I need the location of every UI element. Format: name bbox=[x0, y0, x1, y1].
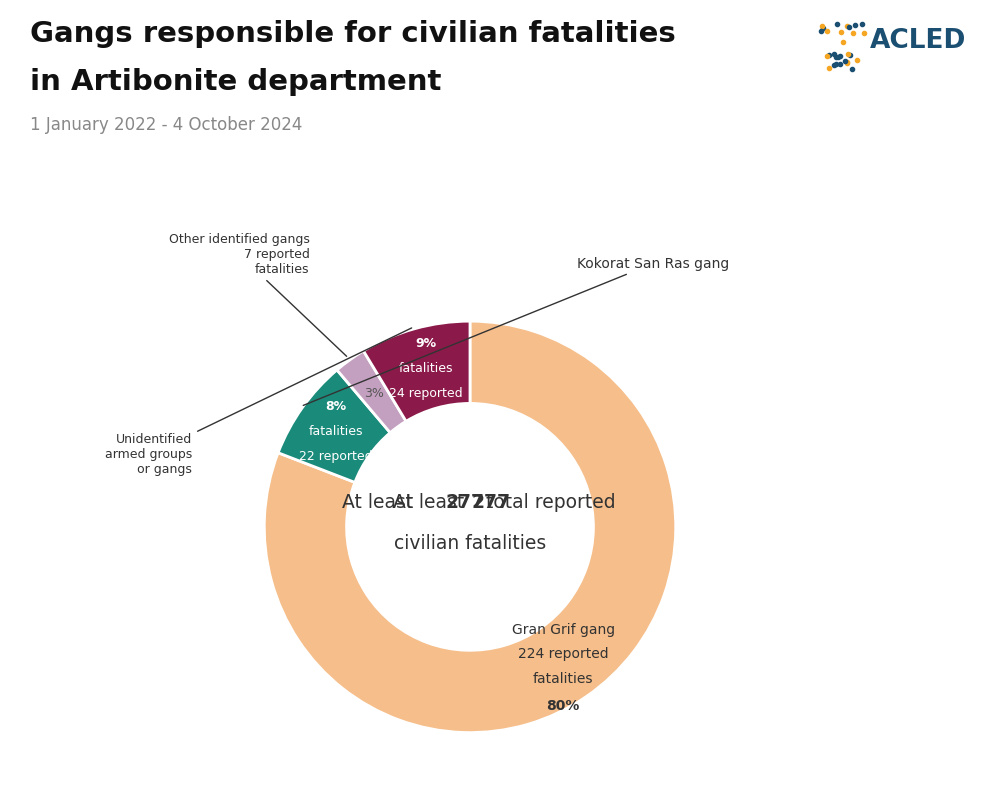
Text: Gran Grif gang: Gran Grif gang bbox=[512, 622, 615, 637]
Text: in Artibonite department: in Artibonite department bbox=[30, 68, 441, 96]
Text: 22 reported: 22 reported bbox=[299, 450, 373, 462]
Text: 277: 277 bbox=[445, 493, 484, 512]
Text: ACLED: ACLED bbox=[870, 28, 966, 54]
Wedge shape bbox=[264, 321, 676, 733]
Text: 1 January 2022 - 4 October 2024: 1 January 2022 - 4 October 2024 bbox=[30, 116, 302, 134]
Text: 9%: 9% bbox=[415, 337, 436, 350]
Wedge shape bbox=[337, 351, 406, 433]
Wedge shape bbox=[278, 370, 390, 482]
Wedge shape bbox=[363, 321, 470, 422]
Text: Gangs responsible for civilian fatalities: Gangs responsible for civilian fatalitie… bbox=[30, 20, 676, 48]
Text: 8%: 8% bbox=[325, 400, 346, 414]
Text: civilian fatalities: civilian fatalities bbox=[394, 534, 546, 553]
Text: fatalities: fatalities bbox=[399, 362, 453, 375]
Text: At least  277  total reported: At least 277 total reported bbox=[340, 493, 600, 512]
Text: total reported: total reported bbox=[486, 493, 616, 512]
Text: 80%: 80% bbox=[546, 698, 580, 713]
Text: 24 reported: 24 reported bbox=[389, 386, 463, 399]
Text: Kokorat San Ras gang: Kokorat San Ras gang bbox=[303, 257, 729, 406]
Text: At least: At least bbox=[342, 493, 420, 512]
Text: 224 reported: 224 reported bbox=[518, 647, 608, 662]
Text: fatalities: fatalities bbox=[309, 425, 363, 438]
Text: 277: 277 bbox=[471, 493, 510, 512]
Text: At least: At least bbox=[393, 493, 470, 512]
Text: Other identified gangs
7 reported
fatalities: Other identified gangs 7 reported fatali… bbox=[169, 233, 347, 356]
Text: 3%: 3% bbox=[364, 386, 384, 400]
Text: fatalities: fatalities bbox=[533, 672, 593, 686]
Text: Unidentified
armed groups
or gangs: Unidentified armed groups or gangs bbox=[105, 328, 412, 476]
